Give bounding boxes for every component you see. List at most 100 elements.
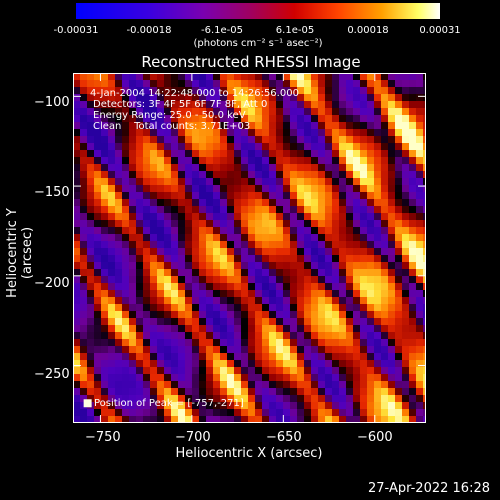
heatmap-cell bbox=[213, 241, 220, 248]
heatmap-cell bbox=[297, 248, 304, 255]
heatmap-cell bbox=[388, 388, 395, 395]
heatmap-cell bbox=[304, 213, 311, 220]
heatmap-cell bbox=[332, 409, 339, 416]
heatmap-cell bbox=[360, 115, 367, 122]
heatmap-cell bbox=[171, 318, 178, 325]
heatmap-cell bbox=[416, 388, 423, 395]
heatmap-cell bbox=[115, 395, 122, 402]
heatmap-cell bbox=[374, 297, 381, 304]
heatmap-cell bbox=[409, 353, 416, 360]
heatmap-cell bbox=[101, 269, 108, 276]
heatmap-cell bbox=[255, 402, 262, 409]
heatmap-cell bbox=[129, 199, 136, 206]
heatmap-cell bbox=[185, 276, 192, 283]
heatmap-cell bbox=[339, 129, 346, 136]
heatmap-cell bbox=[283, 220, 290, 227]
heatmap-cell bbox=[381, 332, 388, 339]
heatmap-cell bbox=[73, 325, 80, 332]
heatmap-cell bbox=[255, 108, 262, 115]
heatmap-cell bbox=[402, 318, 409, 325]
heatmap-cell bbox=[374, 255, 381, 262]
heatmap-cell bbox=[143, 185, 150, 192]
heatmap-cell bbox=[227, 101, 234, 108]
heatmap-cell bbox=[122, 409, 129, 416]
heatmap-cell bbox=[171, 339, 178, 346]
heatmap-cell bbox=[143, 353, 150, 360]
heatmap-cell bbox=[192, 381, 199, 388]
heatmap-cell bbox=[87, 248, 94, 255]
heatmap-cell bbox=[234, 248, 241, 255]
colorbar-tick: -0.00018 bbox=[126, 25, 172, 36]
heatmap-cell bbox=[353, 143, 360, 150]
heatmap-cell bbox=[381, 290, 388, 297]
heatmap-cell bbox=[332, 339, 339, 346]
heatmap-cell bbox=[171, 150, 178, 157]
heatmap-cell bbox=[178, 87, 185, 94]
heatmap-cell bbox=[374, 94, 381, 101]
heatmap-cell bbox=[129, 108, 136, 115]
heatmap-cell bbox=[171, 388, 178, 395]
heatmap-cell bbox=[395, 388, 402, 395]
heatmap-cell bbox=[94, 73, 101, 80]
heatmap-cell bbox=[311, 255, 318, 262]
heatmap-cell bbox=[171, 108, 178, 115]
heatmap-cell bbox=[213, 73, 220, 80]
heatmap-cell bbox=[360, 262, 367, 269]
heatmap-cell bbox=[339, 150, 346, 157]
heatmap-cell bbox=[157, 283, 164, 290]
heatmap-cell bbox=[185, 185, 192, 192]
heatmap-cell bbox=[339, 80, 346, 87]
heatmap-cell bbox=[353, 395, 360, 402]
heatmap-cell bbox=[94, 339, 101, 346]
heatmap-cell bbox=[192, 241, 199, 248]
heatmap-cell bbox=[395, 101, 402, 108]
heatmap-cell bbox=[276, 129, 283, 136]
heatmap-cell bbox=[94, 157, 101, 164]
heatmap-cell bbox=[395, 367, 402, 374]
heatmap-cell bbox=[297, 178, 304, 185]
timestamp: 27-Apr-2022 16:28 bbox=[368, 481, 490, 496]
heatmap-cell bbox=[213, 339, 220, 346]
heatmap-cell bbox=[122, 164, 129, 171]
heatmap-cell bbox=[276, 276, 283, 283]
heatmap-cell bbox=[143, 290, 150, 297]
heatmap-cell bbox=[325, 241, 332, 248]
heatmap-cell bbox=[255, 80, 262, 87]
heatmap-cell bbox=[73, 129, 80, 136]
heatmap-cell bbox=[101, 353, 108, 360]
heatmap-cell bbox=[178, 304, 185, 311]
heatmap-cell bbox=[339, 87, 346, 94]
colorbar-tick: 0.00018 bbox=[347, 25, 389, 36]
heatmap-cell bbox=[360, 87, 367, 94]
heatmap-cell bbox=[171, 227, 178, 234]
heatmap-cell bbox=[290, 381, 297, 388]
heatmap-cell bbox=[73, 178, 80, 185]
heatmap-cell bbox=[325, 157, 332, 164]
heatmap-cell bbox=[409, 381, 416, 388]
heatmap-cell bbox=[269, 381, 276, 388]
heatmap-cell bbox=[199, 367, 206, 374]
heatmap-cell bbox=[143, 339, 150, 346]
heatmap-cell bbox=[248, 311, 255, 318]
heatmap-cell bbox=[136, 150, 143, 157]
heatmap-cell bbox=[255, 367, 262, 374]
heatmap-cell bbox=[199, 409, 206, 416]
heatmap-cell bbox=[122, 248, 129, 255]
heatmap-cell bbox=[276, 311, 283, 318]
heatmap-cell bbox=[101, 395, 108, 402]
heatmap-cell bbox=[150, 255, 157, 262]
heatmap-cell bbox=[283, 94, 290, 101]
heatmap-cell bbox=[339, 164, 346, 171]
heatmap-cell bbox=[262, 199, 269, 206]
heatmap-cell bbox=[262, 171, 269, 178]
heatmap-cell bbox=[283, 262, 290, 269]
heatmap-cell bbox=[360, 227, 367, 234]
heatmap-cell bbox=[80, 108, 87, 115]
heatmap-cell bbox=[108, 283, 115, 290]
heatmap-cell bbox=[227, 353, 234, 360]
heatmap-cell bbox=[94, 297, 101, 304]
heatmap-cell bbox=[283, 185, 290, 192]
heatmap-cell bbox=[87, 94, 94, 101]
heatmap-cell bbox=[360, 220, 367, 227]
heatmap-cell bbox=[213, 143, 220, 150]
